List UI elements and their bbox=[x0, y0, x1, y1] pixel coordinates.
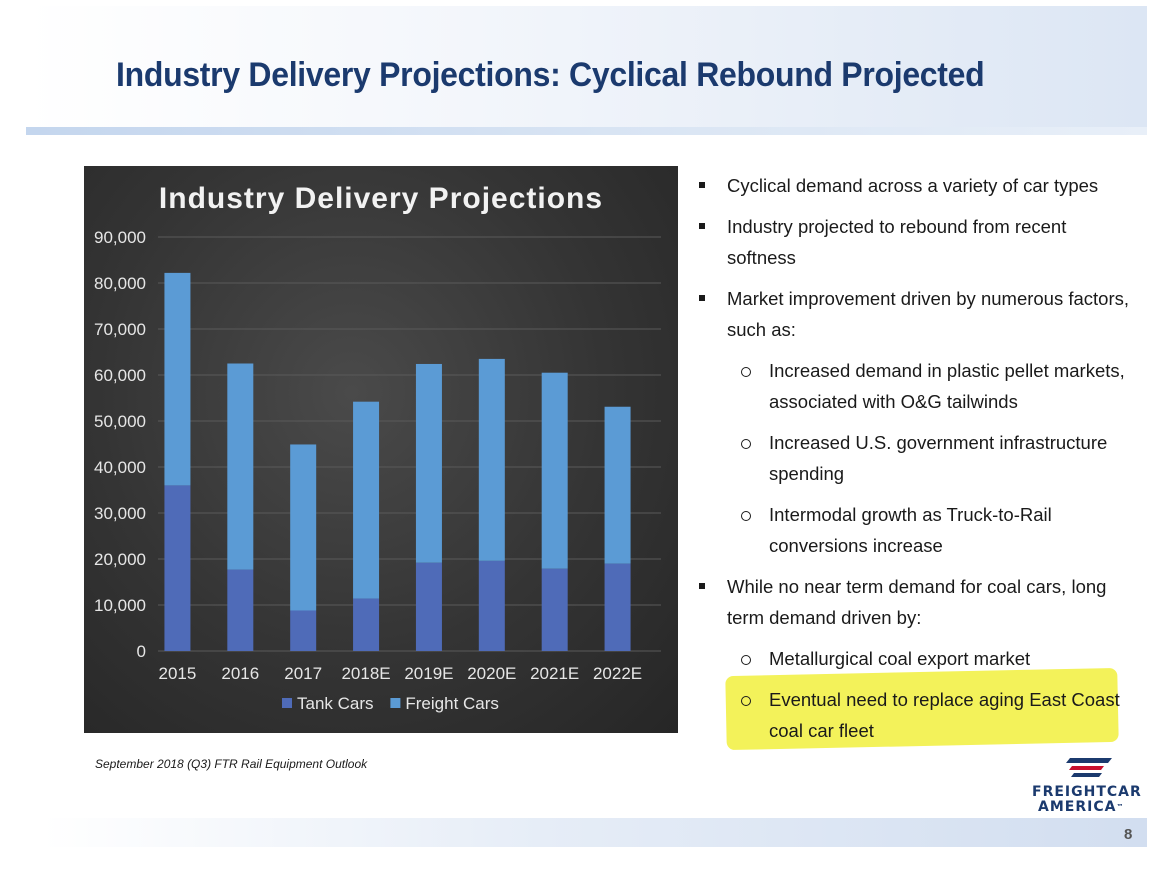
bullet-text: Cyclical demand across a variety of car … bbox=[727, 175, 1099, 196]
x-tick-label: 2022E bbox=[593, 664, 642, 683]
bar-tank-cars bbox=[415, 562, 442, 651]
x-tick-label: 2021E bbox=[530, 664, 579, 683]
bullet-text: Eventual need to replace aging East Coas… bbox=[769, 689, 1120, 741]
bar-tank-cars bbox=[541, 568, 568, 651]
x-tick-label: 2015 bbox=[159, 664, 197, 683]
y-tick-label: 0 bbox=[137, 642, 146, 661]
y-tick-label: 70,000 bbox=[94, 320, 146, 339]
bar-tank-cars bbox=[290, 610, 317, 651]
legend-swatch-tank-cars bbox=[282, 698, 292, 708]
bullet-item: While no near term demand for coal cars,… bbox=[696, 571, 1136, 633]
trademark-mark: ™ bbox=[1116, 803, 1125, 811]
slide-title: Industry Delivery Projections: Cyclical … bbox=[116, 56, 985, 94]
logo-text-line1: FREIGHTCAR bbox=[1032, 784, 1142, 800]
bullet-text: Intermodal growth as Truck-to-Rail conve… bbox=[769, 504, 1052, 556]
circle-bullet-icon bbox=[741, 367, 751, 377]
legend-label: Tank Cars bbox=[297, 694, 374, 713]
footer-band bbox=[42, 818, 1147, 847]
page-number: 8 bbox=[1124, 826, 1133, 843]
railcar-logo-icon bbox=[1066, 758, 1112, 777]
bar-freight-cars bbox=[353, 401, 380, 599]
sub-bullet-item: Metallurgical coal export market bbox=[696, 643, 1136, 674]
y-tick-label: 90,000 bbox=[94, 228, 146, 247]
bar-freight-cars bbox=[415, 363, 442, 563]
source-note: September 2018 (Q3) FTR Rail Equipment O… bbox=[95, 757, 368, 771]
square-bullet-icon bbox=[699, 295, 705, 301]
bullet-text: Increased U.S. government infrastructure… bbox=[769, 432, 1108, 484]
square-bullet-icon bbox=[699, 583, 705, 589]
circle-bullet-icon bbox=[741, 439, 751, 449]
sub-bullet-item: Intermodal growth as Truck-to-Rail conve… bbox=[696, 499, 1136, 561]
sub-bullet-item: Eventual need to replace aging East Coas… bbox=[696, 684, 1136, 746]
chart-title: Industry Delivery Projections bbox=[159, 182, 603, 215]
bullet-text: Increased demand in plastic pellet marke… bbox=[769, 360, 1125, 412]
bullet-list: Cyclical demand across a variety of car … bbox=[696, 170, 1136, 756]
bar-freight-cars bbox=[227, 363, 254, 570]
x-tick-label: 2020E bbox=[467, 664, 516, 683]
bar-freight-cars bbox=[290, 444, 317, 611]
y-tick-label: 50,000 bbox=[94, 412, 146, 431]
sub-bullet-item: Increased U.S. government infrastructure… bbox=[696, 427, 1136, 489]
bullet-item: Market improvement driven by numerous fa… bbox=[696, 283, 1136, 345]
circle-bullet-icon bbox=[741, 655, 751, 665]
legend-label: Freight Cars bbox=[405, 694, 499, 713]
y-tick-label: 60,000 bbox=[94, 366, 146, 385]
logo-text-line2: AMERICA bbox=[1038, 799, 1117, 815]
bar-tank-cars bbox=[227, 569, 254, 651]
x-tick-label: 2019E bbox=[404, 664, 453, 683]
company-logo: FREIGHTCAR AMERICA™ bbox=[1032, 754, 1142, 815]
y-tick-label: 40,000 bbox=[94, 458, 146, 477]
bar-tank-cars bbox=[478, 560, 505, 651]
y-tick-label: 10,000 bbox=[94, 596, 146, 615]
legend-swatch-freight-cars bbox=[390, 698, 401, 708]
sub-bullet-item: Increased demand in plastic pellet marke… bbox=[696, 355, 1136, 417]
square-bullet-icon bbox=[699, 223, 705, 229]
bar-freight-cars bbox=[604, 406, 631, 564]
bar-tank-cars bbox=[604, 563, 631, 651]
bar-chart: Industry Delivery Projections 0 10,000 20,0… bbox=[94, 182, 661, 713]
x-tick-label: 2017 bbox=[284, 664, 322, 683]
y-tick-label: 20,000 bbox=[94, 550, 146, 569]
x-tick-label: 2018E bbox=[341, 664, 390, 683]
bullet-item: Cyclical demand across a variety of car … bbox=[696, 170, 1136, 201]
bar-tank-cars bbox=[353, 598, 380, 651]
bar-freight-cars bbox=[478, 358, 505, 561]
chart-panel: Industry Delivery Projections 0 10,000 20,0… bbox=[84, 166, 678, 733]
x-tick-label: 2016 bbox=[221, 664, 259, 683]
bullet-item: Industry projected to rebound from recen… bbox=[696, 211, 1136, 273]
bullet-text: Metallurgical coal export market bbox=[769, 648, 1031, 669]
bar-freight-cars bbox=[541, 372, 568, 569]
y-tick-label: 80,000 bbox=[94, 274, 146, 293]
title-rule bbox=[26, 127, 1147, 135]
bar-tank-cars bbox=[164, 485, 191, 651]
bar-freight-cars bbox=[164, 272, 191, 486]
y-tick-label: 30,000 bbox=[94, 504, 146, 523]
square-bullet-icon bbox=[699, 182, 705, 188]
circle-bullet-icon bbox=[741, 696, 751, 706]
bullet-text: While no near term demand for coal cars,… bbox=[727, 576, 1107, 628]
title-band bbox=[26, 6, 1147, 127]
circle-bullet-icon bbox=[741, 511, 751, 521]
bullet-text: Industry projected to rebound from recen… bbox=[727, 216, 1067, 268]
bullet-text: Market improvement driven by numerous fa… bbox=[727, 288, 1130, 340]
